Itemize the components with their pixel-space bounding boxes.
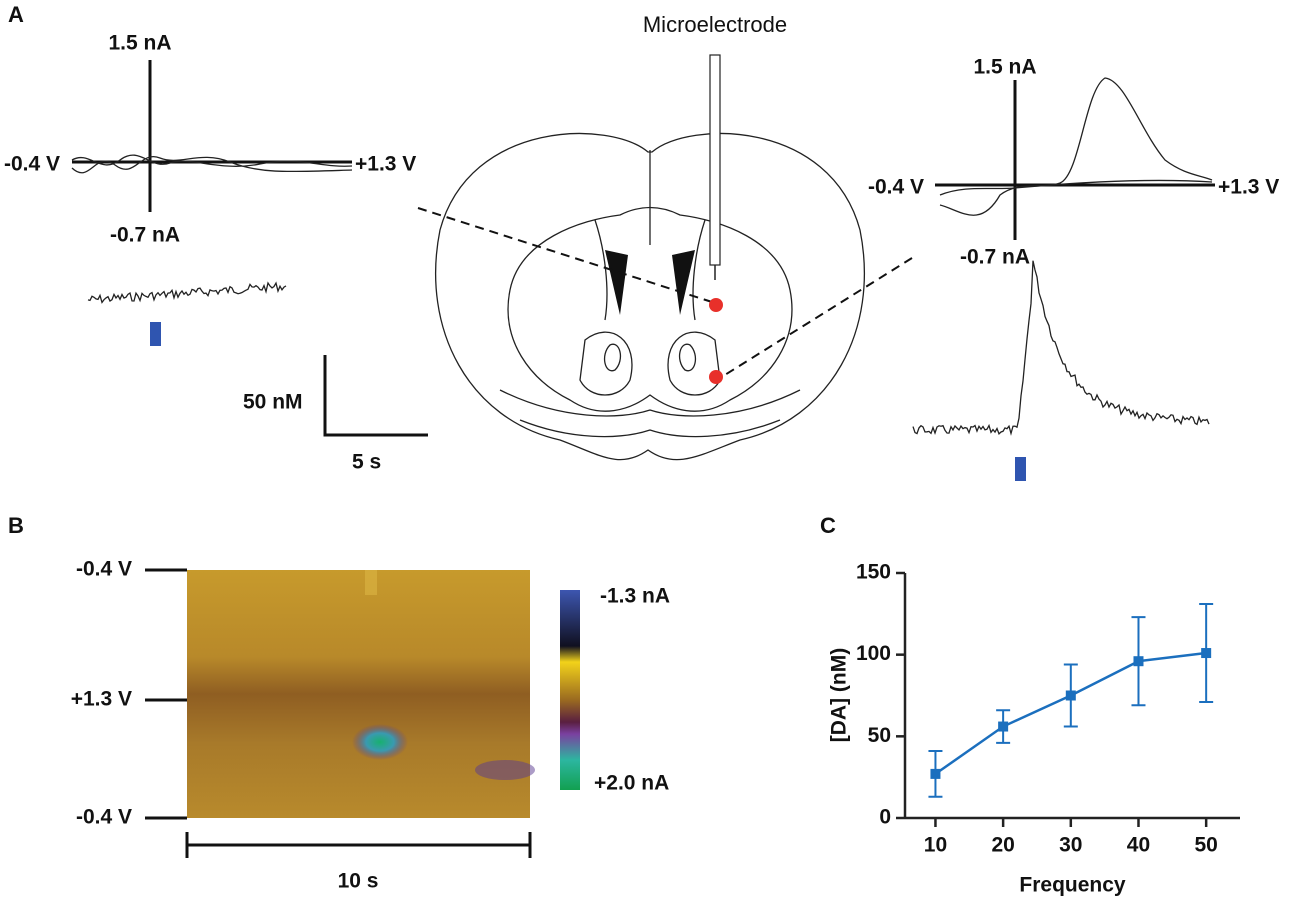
point: [930, 768, 941, 779]
scale-bar: [185, 832, 532, 858]
y-tick-label: 0: [879, 806, 891, 829]
colorbar: [560, 590, 580, 790]
potential-label: -0.4 V: [868, 176, 924, 199]
y-tick-label: 50: [868, 724, 891, 747]
brain-region: [579, 331, 721, 396]
x-tick-label: 50: [1194, 834, 1217, 857]
panel-label: C: [820, 513, 836, 538]
color-plot: [187, 570, 530, 818]
potential-label: -0.4 V: [4, 153, 60, 176]
voltammogram: [939, 179, 1213, 196]
color-plot-feature: [475, 760, 535, 780]
y-tick-label: 150: [856, 561, 891, 584]
chart: 0 50 100 150 10 20 30 40 50 Frequency [DA] (nM): [828, 561, 1240, 897]
brain-line: [499, 389, 801, 417]
dashed-line: [719, 257, 913, 379]
voltammogram: [71, 154, 353, 167]
stim-marker: [150, 322, 161, 346]
x-tick-label: 40: [1127, 834, 1150, 857]
current-label: -0.7 nA: [110, 224, 180, 247]
site: [709, 298, 723, 312]
electrode-label: Microelectrode: [643, 12, 787, 37]
trace: [87, 281, 287, 304]
scale-label: 10 s: [338, 870, 379, 893]
x-tick-label: 30: [1059, 834, 1082, 857]
voltammogram: [939, 77, 1213, 216]
brain-line: [519, 419, 781, 438]
site: [709, 370, 723, 384]
potential-label: -0.4 V: [76, 558, 132, 581]
point: [1065, 690, 1076, 701]
point: [1133, 656, 1144, 667]
voltammogram: [71, 155, 353, 174]
colorbar-label: +2.0 nA: [594, 772, 669, 795]
scale-label: 5 s: [352, 451, 381, 474]
ventricle: [605, 250, 695, 315]
y-tick-label: 100: [856, 642, 891, 665]
scale-bar: [323, 355, 428, 437]
y-axis-label: [DA] (nM): [828, 648, 851, 742]
brain-outline: [435, 132, 865, 461]
electrode: [709, 54, 721, 266]
current-label: 1.5 nA: [973, 56, 1036, 79]
brain-region: [507, 206, 793, 412]
potential-label: +1.3 V: [1218, 176, 1279, 199]
x-axis-label: Frequency: [1019, 874, 1126, 897]
point: [1201, 648, 1212, 659]
brain-region: [603, 343, 697, 372]
color-plot-feature: [352, 724, 408, 760]
current-label: -0.7 nA: [960, 246, 1030, 269]
current-label: 1.5 nA: [108, 32, 171, 55]
scale-label: 50 nM: [243, 391, 303, 414]
potential-label: +1.3 V: [355, 153, 416, 176]
point: [998, 721, 1009, 732]
brain-region: [594, 219, 706, 321]
x-tick-label: 20: [991, 834, 1014, 857]
panel-label: A: [8, 2, 24, 27]
color-plot-feature: [365, 570, 377, 595]
x-tick-label: 10: [924, 834, 947, 857]
potential-label: +1.3 V: [71, 688, 132, 711]
stim-marker: [1015, 457, 1026, 481]
potential-label: -0.4 V: [76, 806, 132, 829]
panel-label: B: [8, 513, 24, 538]
colorbar-label: -1.3 nA: [600, 585, 670, 608]
dashed-line: [417, 207, 713, 303]
trace: [912, 260, 1210, 436]
